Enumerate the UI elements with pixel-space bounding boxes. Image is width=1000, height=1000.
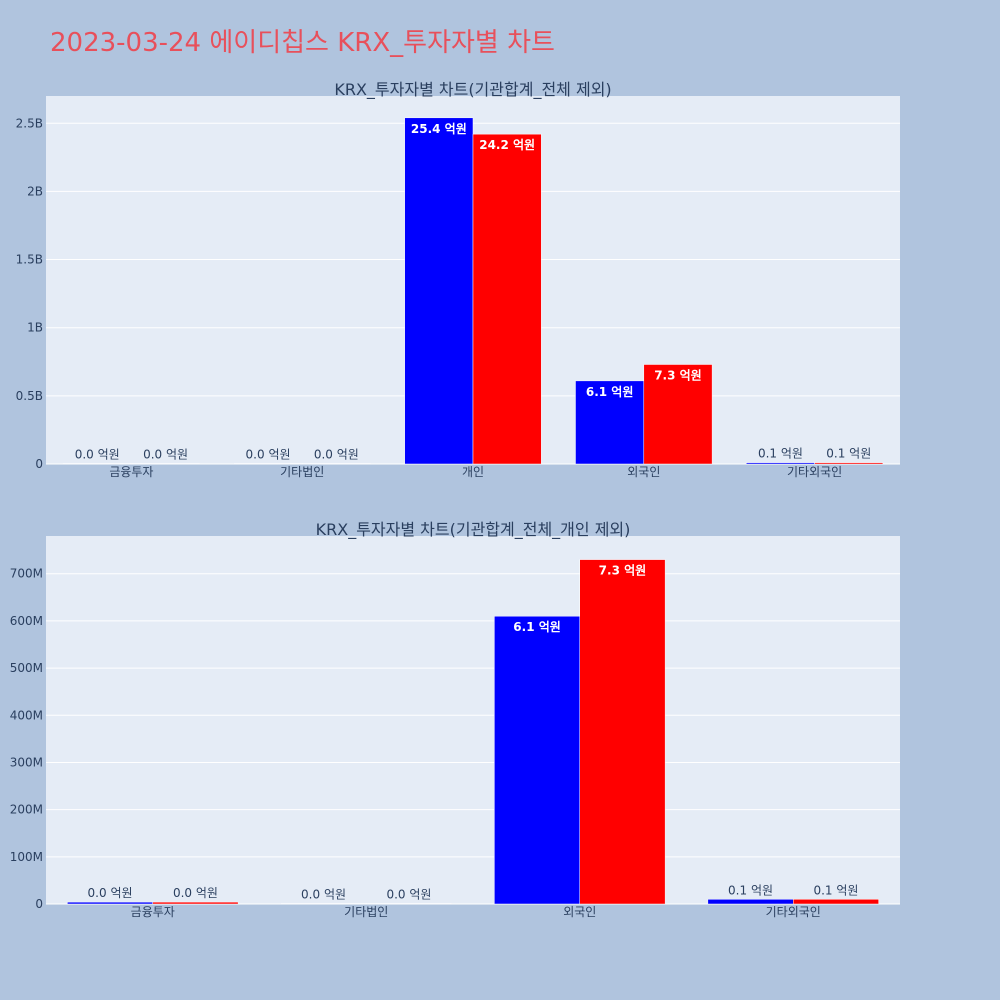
data-label: 0.0 억원 [143, 448, 188, 462]
bar [62, 463, 132, 465]
data-label: 24.2 억원 [479, 138, 535, 152]
chart-top: 0 0.5B 1B 1.5B 2B 2.5B KRX_투자자별 차트(기관합계_전체 제외)… [16, 80, 900, 479]
data-label: 0.0 억원 [173, 886, 218, 900]
bar [814, 462, 884, 465]
bar [404, 117, 474, 465]
bar [643, 364, 713, 465]
data-label: 0.0 억원 [386, 888, 431, 902]
bar [579, 559, 666, 905]
x-tick-label: 금융투자 [131, 905, 175, 919]
y-tick-label: 200M [10, 803, 43, 817]
data-label: 7.3 억원 [599, 564, 647, 578]
bar [301, 463, 371, 465]
data-label: 0.0 억원 [301, 888, 346, 902]
bar [472, 133, 542, 465]
data-label: 0.0 억원 [75, 448, 120, 462]
x-tick-label: 외국인 [563, 905, 596, 919]
y-tick-label: 2B [27, 184, 43, 198]
data-label: 0.1 억원 [728, 883, 773, 897]
bar [366, 903, 452, 905]
data-label: 6.1 억원 [586, 385, 634, 399]
x-tick-label: 기타법인 [344, 905, 388, 919]
bar [707, 899, 794, 905]
data-label: 25.4 억원 [411, 122, 467, 136]
y-tick-label: 700M [10, 567, 43, 581]
x-tick-label: 외국인 [627, 465, 660, 479]
bar [67, 901, 153, 905]
data-label: 6.1 억원 [513, 620, 561, 634]
data-label: 0.1 억원 [813, 883, 858, 897]
data-label: 0.0 억원 [246, 448, 291, 462]
data-label: 7.3 억원 [654, 369, 702, 383]
data-label: 0.0 억원 [88, 886, 133, 900]
data-label: 0.0 억원 [314, 448, 359, 462]
data-label: 0.1 억원 [758, 447, 803, 461]
y-tick-label: 0 [35, 897, 43, 911]
chart-title: KRX_투자자별 차트(기관합계_전체 제외) [334, 80, 611, 100]
x-tick-label: 기타외국인 [787, 465, 842, 479]
bar [575, 380, 645, 465]
bar [494, 615, 581, 905]
y-tick-label: 1.5B [16, 253, 43, 267]
bar [746, 462, 815, 465]
bar [793, 899, 879, 905]
y-tick-label: 600M [10, 614, 43, 628]
y-tick-label: 500M [10, 661, 43, 675]
y-tick-label: 0.5B [16, 389, 43, 403]
y-tick-label: 300M [10, 755, 43, 769]
bar [131, 463, 200, 465]
x-tick-label: 금융투자 [109, 465, 153, 479]
plot-area [46, 536, 900, 904]
data-label: 0.1 억원 [826, 447, 871, 461]
x-tick-label: 기타법인 [280, 465, 324, 479]
y-tick-label: 2.5B [16, 116, 43, 130]
bar [233, 463, 303, 465]
chart-bottom: 0 100M 200M 300M 400M 500M 600M 700M KRX_투자자별 차트… [10, 520, 900, 919]
x-tick-label: 기타외국인 [766, 905, 821, 919]
chart-title: KRX_투자자별 차트(기관합계_전체_개인 제외) [316, 520, 631, 540]
bar [152, 901, 239, 905]
y-tick-label: 100M [10, 850, 43, 864]
page-title: 2023-03-24 에이디칩스 KRX_투자자별 차트 [50, 28, 555, 58]
x-tick-label: 개인 [462, 465, 484, 479]
y-tick-label: 0 [35, 457, 43, 471]
y-tick-label: 1B [27, 321, 43, 335]
y-tick-label: 400M [10, 708, 43, 722]
bar [280, 903, 367, 905]
